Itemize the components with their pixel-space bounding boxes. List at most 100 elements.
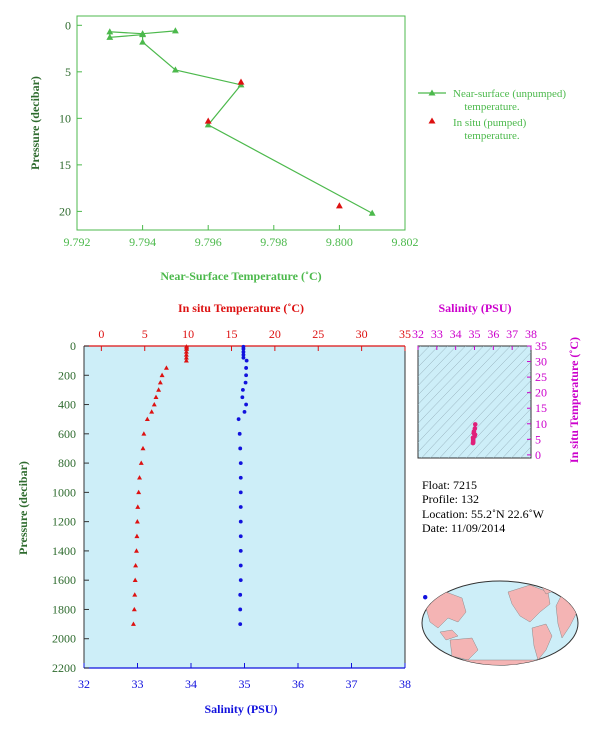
profile-temperature-point bbox=[138, 460, 144, 465]
ts-temperature-tick-label: 30 bbox=[535, 355, 547, 369]
profile-temperature-point bbox=[140, 445, 146, 451]
ts-density-contour bbox=[466, 389, 531, 458]
land-north-america bbox=[507, 584, 551, 623]
profile-salinity-point bbox=[238, 534, 243, 539]
profile-pressure-tick-label: 600 bbox=[58, 427, 76, 441]
ts-density-contour bbox=[457, 380, 531, 458]
profile-salinity-point bbox=[238, 475, 243, 480]
near-surface-y-tick-label: 0 bbox=[65, 18, 71, 32]
legend-unpumped-marker bbox=[428, 89, 436, 96]
profile-salinity-point bbox=[241, 347, 246, 351]
ts-temperature-tick-label: 0 bbox=[535, 448, 541, 462]
profile-temperature-point bbox=[163, 365, 169, 370]
float-location: Location: 55.2˚N 22.6˚W bbox=[422, 507, 545, 521]
profile-pressure-tick-label: 2000 bbox=[52, 632, 76, 646]
profile-salinity-point bbox=[244, 402, 249, 407]
near-surface-x-tick-label: 9.792 bbox=[64, 235, 91, 249]
profile-temperature-point bbox=[134, 533, 140, 539]
profile-pressure-tick-label: 800 bbox=[58, 456, 76, 470]
profile-pressure-tick-label: 400 bbox=[58, 398, 76, 412]
near-surface-pumped-point bbox=[335, 202, 343, 209]
near-surface-y-tick-label: 20 bbox=[59, 204, 71, 218]
land-antarctica bbox=[429, 659, 571, 665]
profile-temperature-point bbox=[144, 416, 150, 422]
float-id: Float: 7215 bbox=[422, 478, 477, 492]
profile-pressure-tick-label: 1400 bbox=[52, 544, 76, 558]
float-info: Float: 7215 Profile: 132 Location: 55.2˚… bbox=[422, 478, 545, 535]
profile-salinity-tick-label: 32 bbox=[78, 677, 90, 691]
ts-density-contour bbox=[475, 398, 531, 458]
ts-point bbox=[472, 422, 478, 427]
ts-density-contour bbox=[418, 346, 466, 396]
ts-density-contour bbox=[520, 446, 531, 458]
ts-temperature-tick-label: 15 bbox=[535, 401, 547, 415]
ts-temperature-tick-label: 10 bbox=[535, 417, 547, 431]
profile-salinity-point bbox=[243, 380, 248, 385]
profile-temperature-point bbox=[130, 621, 136, 626]
near-surface-y-tick-label: 10 bbox=[59, 111, 71, 125]
ts-points bbox=[470, 422, 478, 446]
ts-density-contour bbox=[439, 361, 531, 458]
near-surface-unpumped-point bbox=[368, 209, 376, 216]
legend-unpumped-label-2: temperature. bbox=[464, 101, 520, 113]
ts-point bbox=[470, 440, 476, 446]
profile-salinity-tick-label: 33 bbox=[132, 677, 144, 691]
near-surface-x-tick-label: 9.800 bbox=[326, 235, 353, 249]
ts-salinity-tick-label: 35 bbox=[469, 327, 481, 341]
near-surface-plot-frame bbox=[76, 15, 406, 231]
float-location-marker bbox=[423, 595, 428, 600]
profile-salinity-tick-label: 36 bbox=[292, 677, 304, 691]
ts-density-contour bbox=[430, 352, 531, 458]
ts-density-contour bbox=[418, 346, 511, 443]
land-australia bbox=[449, 637, 479, 661]
profile-salinity-series bbox=[236, 344, 249, 626]
profile-plot-area bbox=[84, 346, 405, 668]
float-location-dot bbox=[423, 595, 428, 600]
profile-temperature-point bbox=[141, 431, 147, 436]
ts-density-contour bbox=[418, 346, 493, 424]
ts-temperature-tick-label: 5 bbox=[535, 432, 541, 446]
profile-chart: 0 5 10 15 20 25 30 35 32 33 34 35 36 37 38 0 200 400 600… bbox=[16, 301, 411, 716]
legend-pumped-label-2: temperature. bbox=[464, 130, 520, 142]
profile-salinity-tick-label: 35 bbox=[239, 677, 251, 691]
profile-y-label: Pressure (decibar) bbox=[16, 461, 30, 555]
near-surface-y-ticks: 0 5 10 15 20 bbox=[59, 18, 82, 218]
ts-salinity-tick-label: 33 bbox=[431, 327, 443, 341]
profile-temperature-tick-label: 20 bbox=[269, 327, 281, 341]
profile-salinity-point bbox=[240, 388, 245, 392]
profile-salinity-point bbox=[238, 490, 243, 495]
ts-salinity-tick-label: 34 bbox=[450, 327, 462, 341]
legend-pumped-label-1: In situ (pumped) bbox=[453, 117, 527, 129]
near-surface-unpumped-point bbox=[139, 38, 147, 45]
ts-density-contour bbox=[418, 346, 475, 405]
ts-salinity-tick-label: 32 bbox=[412, 327, 424, 341]
profile-pressure-tick-label: 1800 bbox=[52, 602, 76, 616]
ts-temperature-tick-label: 25 bbox=[535, 370, 547, 384]
profile-number: Profile: 132 bbox=[422, 492, 479, 506]
profile-temperature-tick-label: 30 bbox=[356, 327, 368, 341]
near-surface-unpumped-point bbox=[106, 33, 114, 40]
ts-density-contour bbox=[418, 346, 439, 368]
near-surface-unpumped-line bbox=[109, 30, 373, 214]
profile-temperature-tick-label: 15 bbox=[225, 327, 237, 341]
ts-salinity-ticks: 32 33 34 35 36 37 38 bbox=[412, 327, 537, 350]
profile-temperature-point bbox=[149, 409, 155, 414]
near-surface-unpumped-point bbox=[139, 31, 147, 38]
profile-salinity-point bbox=[238, 607, 243, 612]
ts-density-contour bbox=[418, 346, 520, 453]
near-surface-unpumped-point bbox=[171, 66, 179, 73]
profile-temperature-point bbox=[183, 358, 189, 363]
profile-pressure-tick-label: 0 bbox=[70, 339, 76, 353]
ts-density-contour bbox=[418, 346, 502, 434]
near-surface-unpumped-point bbox=[106, 28, 114, 35]
near-surface-y-tick-label: 5 bbox=[65, 65, 71, 79]
profile-temperature-point bbox=[183, 352, 189, 357]
near-surface-series bbox=[106, 27, 376, 216]
profile-temperature-point bbox=[151, 401, 157, 407]
ts-density-contour bbox=[418, 346, 421, 349]
near-surface-x-tick-label: 9.798 bbox=[260, 235, 287, 249]
land-south-america bbox=[531, 623, 553, 661]
ts-density-contours bbox=[418, 346, 531, 458]
